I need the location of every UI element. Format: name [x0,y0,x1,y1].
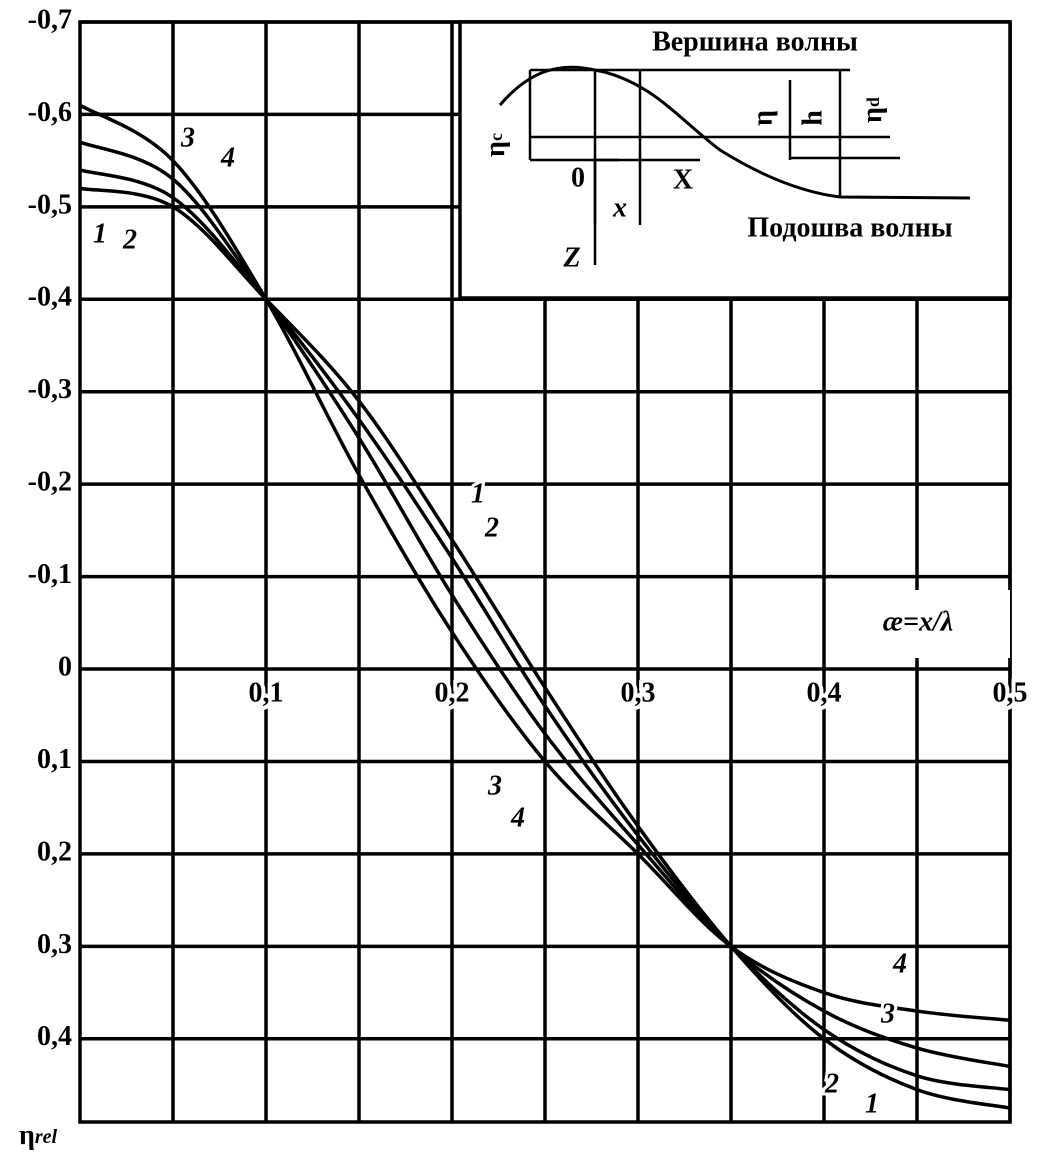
y-axis-title: ηrel [19,1120,58,1151]
y-tick-label: -0,7 [28,4,72,35]
y-tick-label: -0,2 [28,467,72,498]
curve-label: 3 [180,122,195,153]
curve-label: 1 [865,1088,879,1119]
eta-c-label: ηc [480,133,511,157]
inset: Вершина волны Подошва волны ηc η h ηd 0 … [458,20,1012,300]
x-label-box [830,590,1010,658]
y-tick-label: -0,5 [28,189,72,220]
crest-label: Вершина волны [652,26,858,57]
eta-d-label: ηd [857,97,888,123]
label-layer: -0,7 -0,6 -0,5 -0,4 -0,3 -0,2 -0,1 0 0,1 0,2 0,3 0,… [28,4,1032,1122]
x-axis-label: X [673,164,693,195]
x-tick-label: 0,5 [993,677,1028,708]
inset-lines [528,68,900,225]
curve-label: 2 [824,1068,839,1099]
x-axis-title: æ=x/λ [883,606,953,637]
y-tick-label: 0,4 [37,1021,72,1052]
curve-label: 1 [471,478,485,509]
inset-axes [593,158,700,265]
curve-label: 4 [892,948,907,979]
origin-label: 0 [571,162,585,193]
x-tick-label: 0,3 [621,677,656,708]
curve-label: 4 [510,802,525,833]
y-tick-label: 0,1 [37,744,72,775]
curve-layer [79,103,1011,1110]
y-tick-label: 0,2 [37,836,72,867]
x-tick-label: 0,2 [435,677,470,708]
y-tick-label: -0,4 [28,282,72,313]
x-label: x [612,192,627,223]
eta-label: η [747,110,778,126]
y-tick-label: 0,3 [37,929,72,960]
curve [79,168,1011,1092]
curve [79,103,1011,1023]
z-axis-label: Z [562,242,580,273]
x-tick-label: 0,1 [249,677,284,708]
curve-label: 3 [880,998,895,1029]
y-tick-label: -0,3 [28,374,72,405]
y-tick-label: -0,1 [28,559,72,590]
y-tick-label: 0 [58,651,72,682]
y-tick-label: -0,6 [28,97,72,128]
curve-label: 4 [220,142,235,173]
x-tick-label: 0,4 [807,677,842,708]
h-label: h [797,110,828,126]
curve-label: 3 [487,770,502,801]
trough-label: Подошва волны [747,212,952,243]
curve-label: 2 [122,224,137,255]
curve-label: 2 [484,512,499,543]
curve [79,140,1011,1069]
curve-label: 1 [93,218,107,249]
